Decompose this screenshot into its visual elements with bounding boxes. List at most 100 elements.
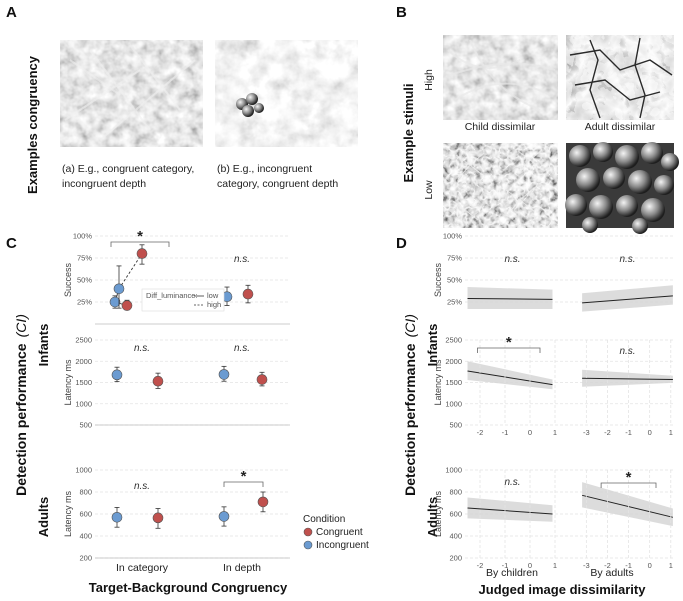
C-infant-latency-point-incongruent [218,369,230,380]
D-adult-latency-xtick-label: 1 [669,561,673,570]
example-image-b [215,40,358,147]
panel-b-letter: B [396,4,407,21]
chart-c-infant-latency: 500 1000 1500 2000 2500 Latency ms n.s. n.s. [63,336,290,430]
D-infant-latency-xtick-label: -2 [477,428,484,437]
D-infant-latency-fit-line [582,377,673,381]
C-infant-success-ylabel: Success [63,262,73,297]
D-infant-success-ytick-label: 100% [443,232,463,241]
C-infant-latency-ns-label: n.s. [234,343,250,354]
D-infant-latency-xtick-label: -3 [583,428,590,437]
panel-c-row-adults: Adults [36,497,51,537]
D-infant-success-ci-band [582,285,673,312]
D-infant-success-fit-line [582,295,673,304]
caption-b-line1: (b) E.g., incongruent [217,163,312,175]
col-label-child: Child dissimilar [465,121,536,133]
stimulus-high-child [443,35,558,120]
D-infant-latency-xtick-label: -1 [502,428,509,437]
col-label-adult: Adult dissimilar [585,121,656,133]
C-adult-latency-point-congruent [152,512,164,524]
C-adult-latency-point-congruent [257,496,269,508]
C-infant-success-sig-bracket [110,241,170,247]
C-infant-latency-ns-label: n.s. [134,343,150,354]
chart-d-infant-latency: 500 1000 1500 2000 2500 Latency ms -2 -1 0 1 * -3 -2… [433,334,675,437]
C-adult-latency-sig-bracket [223,481,264,487]
C-adult-latency-ytick-label: 800 [79,488,92,497]
panel-d-letter: D [396,235,407,252]
condition-legend: Condition Congruent Incongruent [303,514,369,551]
facet-label-by-adults: By adults [590,567,633,579]
chart-d-adult-latency: 200 400 600 800 1000 Latency ms -2 -1 0 1 n.s. -3 -2… [433,466,675,570]
D-infant-latency-xtick-label: 1 [553,428,557,437]
legend-congruent-label: Congruent [316,527,363,538]
C-adult-latency-sig-star: * [241,468,247,485]
D-adult-latency-sig-bracket [600,482,657,488]
C-infant-success-ytick-label: 50% [77,276,92,285]
D-infant-latency-xtick-label: 1 [669,428,673,437]
D-infant-success-ns-label: n.s. [504,254,520,265]
category-label-in-depth: In depth [223,562,261,574]
D-infant-success-ylabel: Success [433,262,443,297]
C-infant-latency-ytick-label: 2000 [75,357,92,366]
D-infant-latency-xtick-label: 0 [648,428,652,437]
D-infant-latency-xtick-label: -2 [604,428,611,437]
stimulus-high-adult [566,35,674,120]
caption-a-line1: (a) E.g., congruent category, [62,163,194,175]
C-infant-latency-point-congruent [152,375,164,387]
D-adult-latency-ci-band [467,497,553,522]
D-adult-latency-xtick-label: -2 [604,561,611,570]
row-label-high: High [423,69,435,91]
chart-c-adult-latency: 200 400 600 800 1000 Latency ms n.s. * [63,466,290,563]
panel-c-row-infants: Infants [36,324,51,367]
D-adult-latency-ytick-label: 1000 [445,466,462,475]
C-infant-success-ns-label: n.s. [234,254,250,265]
panel-c-ylabel: Detection performance(CI) [13,314,29,496]
legend-congruent-marker [303,527,313,537]
D-infant-latency-ns-label: n.s. [619,346,635,357]
diff-high-label: high [207,300,221,309]
D-adult-latency-xtick-label: -2 [477,561,484,570]
D-infant-latency-ytick-label: 1000 [445,399,462,408]
caption-a-line2: incongruent depth [62,178,146,190]
D-adult-latency-fit-line [467,507,553,515]
panel-a-letter: A [6,4,17,21]
D-infant-latency-ylabel: Latency ms [433,359,443,406]
D-infant-latency-ytick-label: 2000 [445,357,462,366]
C-infant-latency-ytick-label: 1500 [75,378,92,387]
category-label-in-category: In category [116,562,169,574]
C-adult-latency-ytick-label: 200 [79,554,92,563]
diff-low-label: low [207,291,219,300]
panel-c-xlabel: Target-Background Congruency [89,580,288,595]
diff-luminance-label: Diff_luminance: [146,291,198,300]
C-adult-latency-ylabel: Latency ms [63,490,73,537]
D-infant-success-fit-line [467,297,553,300]
chart-d-infant-success: 25% 50% 75% 100% Success n.s. n.s. [433,232,675,324]
D-infant-success-ytick-label: 75% [447,254,462,263]
C-adult-latency-ytick-label: 1000 [75,466,92,475]
panel-c-letter: C [6,235,17,252]
D-adult-latency-ylabel: Latency ms [433,490,443,537]
D-infant-success-ytick-label: 25% [447,298,462,307]
panel-d-row-adults: Adults [425,497,440,537]
C-infant-success-ytick-label: 100% [73,232,93,241]
C-adult-latency-ytick-label: 400 [79,532,92,541]
C-adult-latency-ytick-label: 600 [79,510,92,519]
D-adult-latency-ytick-label: 800 [449,488,462,497]
D-adult-latency-ytick-label: 400 [449,532,462,541]
D-infant-latency-ci-band [467,361,553,390]
stimulus-low-child [443,143,558,228]
C-adult-latency-point-incongruent [111,511,123,523]
C-infant-success-ytick-label: 75% [77,254,92,263]
D-infant-latency-xtick-label: -1 [625,428,632,437]
D-infant-latency-sig-bracket [477,347,541,353]
D-adult-latency-ytick-label: 200 [449,554,462,563]
C-infant-latency-ylabel: Latency ms [63,359,73,406]
C-infant-latency-ytick-label: 500 [79,421,92,430]
panel-d-row-infants: Infants [425,324,440,367]
stimulus-low-adult [565,142,679,234]
panel-a-title: Examples congruency [25,55,40,194]
D-infant-success-ns-label: n.s. [619,254,635,265]
caption-b-line2: category, congruent depth [217,178,338,190]
C-infant-latency-ytick-label: 2500 [75,336,92,345]
example-image-a [60,40,203,147]
D-adult-latency-xtick-label: 0 [648,561,652,570]
